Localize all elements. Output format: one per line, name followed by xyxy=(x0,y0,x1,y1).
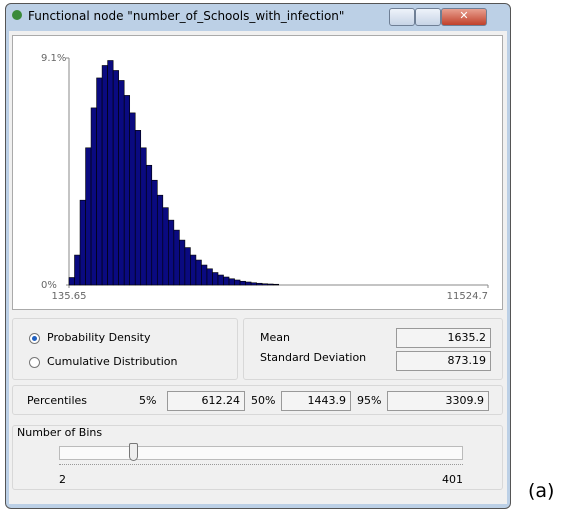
chart: 9.1% 0%135.65 11524.7 xyxy=(41,53,489,302)
percentiles-panel: Percentiles 5% 612.24 50% 1443.9 95% 330… xyxy=(12,385,503,415)
bar xyxy=(245,281,252,286)
slider-track[interactable] xyxy=(59,446,463,460)
slider-max: 401 xyxy=(442,473,463,486)
bar xyxy=(151,179,158,286)
bar xyxy=(223,276,230,286)
bar xyxy=(156,194,164,286)
stat-label: Mean xyxy=(260,331,290,344)
bins-label: Number of Bins xyxy=(17,426,103,439)
chart-panel: 9.1% 0% 135.65 11524.7 xyxy=(12,35,503,310)
bar xyxy=(129,112,136,286)
slider-min: 2 xyxy=(59,473,66,486)
bar xyxy=(212,272,219,286)
bar xyxy=(190,254,197,286)
bar xyxy=(79,199,86,286)
bar xyxy=(256,282,263,286)
bar xyxy=(96,77,103,286)
maximize-button[interactable] xyxy=(415,8,441,26)
percentiles-label: Percentiles xyxy=(27,394,88,407)
bar xyxy=(140,147,147,286)
percentile-value: 1443.9 xyxy=(281,391,351,411)
slider-thumb[interactable] xyxy=(129,443,139,461)
bar xyxy=(68,277,75,286)
bar xyxy=(228,278,235,286)
bar xyxy=(162,207,169,286)
y-tick-label: 0% xyxy=(41,280,57,291)
percentile-label: 95% xyxy=(357,394,382,407)
stat-label: Standard Deviation xyxy=(260,351,367,364)
bar xyxy=(101,65,108,286)
bar xyxy=(184,247,191,286)
slider-ticks xyxy=(59,464,463,468)
window-title: Functional node "number_of_Schools_with_… xyxy=(28,9,345,23)
app-icon xyxy=(12,10,22,20)
percentile-label: 5% xyxy=(139,394,157,407)
bar xyxy=(250,282,257,286)
bins-panel: Number of Bins 2 401 xyxy=(12,425,503,490)
bar xyxy=(239,280,246,286)
stats-panel: Mean 1635.2 Standard Deviation 873.19 xyxy=(243,318,503,380)
stat-value: 1635.2 xyxy=(396,328,491,348)
radio-label[interactable]: Cumulative Distribution xyxy=(47,355,178,368)
bar xyxy=(206,268,213,286)
percentile-label: 50% xyxy=(251,394,276,407)
close-button[interactable]: ✕ xyxy=(441,8,487,26)
minimize-button[interactable] xyxy=(389,8,415,26)
bar xyxy=(201,264,208,286)
bar xyxy=(173,229,180,286)
stat-value: 873.19 xyxy=(396,351,491,371)
bar xyxy=(107,60,114,286)
bar xyxy=(272,283,280,286)
bar xyxy=(195,259,202,286)
bar xyxy=(179,239,186,286)
bar xyxy=(145,164,153,286)
bar xyxy=(118,80,125,286)
x-tick-label: 135.65 xyxy=(52,291,87,302)
y-tick-label: 9.1% xyxy=(41,53,66,64)
bar xyxy=(123,95,131,286)
x-tick-label: 11524.7 xyxy=(447,291,488,302)
percentile-value: 3309.9 xyxy=(387,391,489,411)
radio-label[interactable]: Probability Density xyxy=(47,331,151,344)
bar xyxy=(85,147,92,286)
mode-panel: Probability Density Cumulative Distribut… xyxy=(12,318,238,380)
bar xyxy=(261,283,268,286)
caption: (a) xyxy=(528,480,555,502)
radio-selected[interactable] xyxy=(29,333,40,344)
bar xyxy=(234,279,241,286)
bar xyxy=(217,274,224,286)
bar xyxy=(74,254,81,286)
bar xyxy=(112,70,119,286)
bar xyxy=(168,219,175,286)
bar xyxy=(267,283,274,286)
percentile-value: 612.24 xyxy=(167,391,245,411)
bar xyxy=(134,130,142,286)
radio[interactable] xyxy=(29,357,40,368)
bar xyxy=(90,107,97,286)
